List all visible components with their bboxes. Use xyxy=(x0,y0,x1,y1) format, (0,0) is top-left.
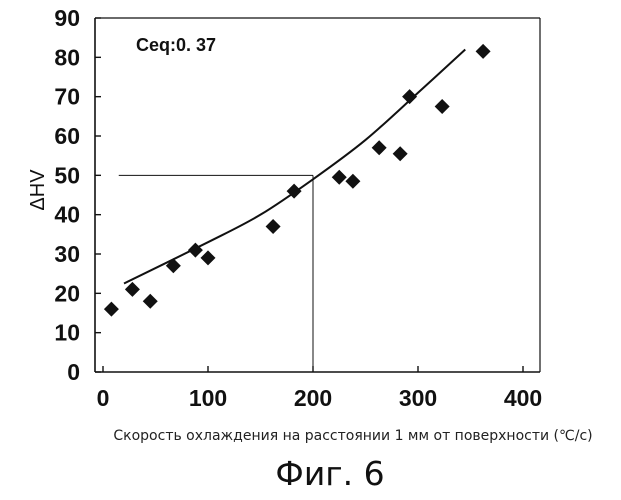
data-point xyxy=(143,294,158,309)
data-point xyxy=(393,146,408,161)
data-point xyxy=(372,140,387,155)
figure-caption: Фиг. 6 xyxy=(275,454,384,493)
y-tick-label: 0 xyxy=(67,359,80,385)
data-point xyxy=(345,174,360,189)
x-tick-label: 300 xyxy=(399,385,437,411)
data-point xyxy=(332,170,347,185)
y-tick-label: 30 xyxy=(54,241,80,267)
plot-area: 0 10 20 30 40 50 60 70 80 90 0 100 200 300 400 xyxy=(54,5,542,411)
data-point xyxy=(166,258,181,273)
data-points xyxy=(104,44,491,317)
x-axis-label: Скорость охлаждения на расстоянии 1 мм о… xyxy=(113,428,592,444)
y-tick-label: 40 xyxy=(54,202,80,228)
reference-lines xyxy=(119,175,313,372)
data-point xyxy=(104,302,119,317)
y-tick-label: 90 xyxy=(54,5,80,31)
data-point xyxy=(476,44,491,59)
y-tick-label: 50 xyxy=(54,162,80,188)
y-tick-label: 70 xyxy=(54,84,80,110)
y-tick-labels: 0 10 20 30 40 50 60 70 80 90 xyxy=(54,5,101,385)
y-tick-label: 60 xyxy=(54,123,80,149)
x-tick-label: 400 xyxy=(504,385,542,411)
y-tick-label: 80 xyxy=(54,44,80,70)
y-tick-label: 10 xyxy=(54,320,80,346)
trend-line xyxy=(124,49,465,283)
x-tick-label: 200 xyxy=(294,385,332,411)
data-point xyxy=(125,282,140,297)
data-point xyxy=(266,219,281,234)
data-point xyxy=(435,99,450,114)
data-point xyxy=(402,89,417,104)
x-tick-label: 0 xyxy=(97,385,110,411)
x-tick-label: 100 xyxy=(189,385,227,411)
ceq-annotation: Ceq:0. 37 xyxy=(136,35,216,55)
y-tick-label: 20 xyxy=(54,280,80,306)
y-axis-label: ΔHV xyxy=(27,169,49,211)
data-point xyxy=(201,250,216,265)
